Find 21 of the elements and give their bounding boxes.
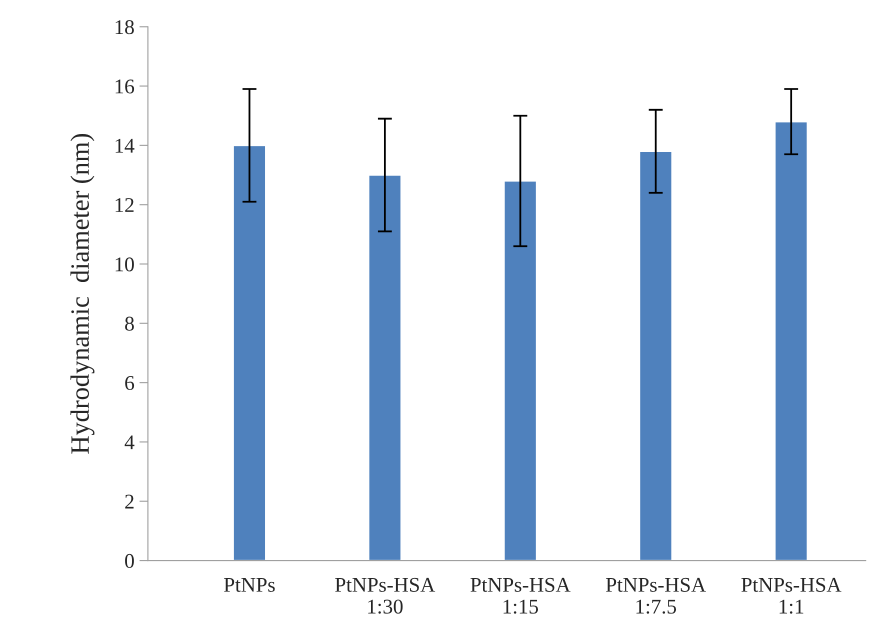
y-tick-label: 2 [125,494,134,508]
bar [368,174,402,561]
x-tick-label: PtNPs-HSA 1:7.5 [606,578,706,614]
y-axis-title: Hydrodynamic diameter (nm) [70,134,94,454]
y-tick-label: 18 [116,20,134,34]
bar [232,144,266,561]
y-tick-label: 12 [116,198,134,212]
x-tick-label: PtNPs [224,578,275,592]
y-tick-label: 8 [125,316,134,331]
y-tick-label: 14 [116,138,134,153]
y-tick-label: 16 [116,80,134,94]
y-tick-label: 0 [125,554,134,568]
bar [774,120,808,561]
bar [638,150,673,561]
y-tick-label: 6 [125,376,134,390]
y-tick-label: 4 [124,435,134,450]
y-tick-label: 10 [116,257,134,272]
bar [503,180,538,561]
x-tick-label: PtNPs-HSA 1:15 [470,578,571,614]
x-tick-label: PtNPs-HSA 1:30 [335,578,436,614]
x-tick-label: PtNPs-HSA 1:1 [741,578,842,614]
